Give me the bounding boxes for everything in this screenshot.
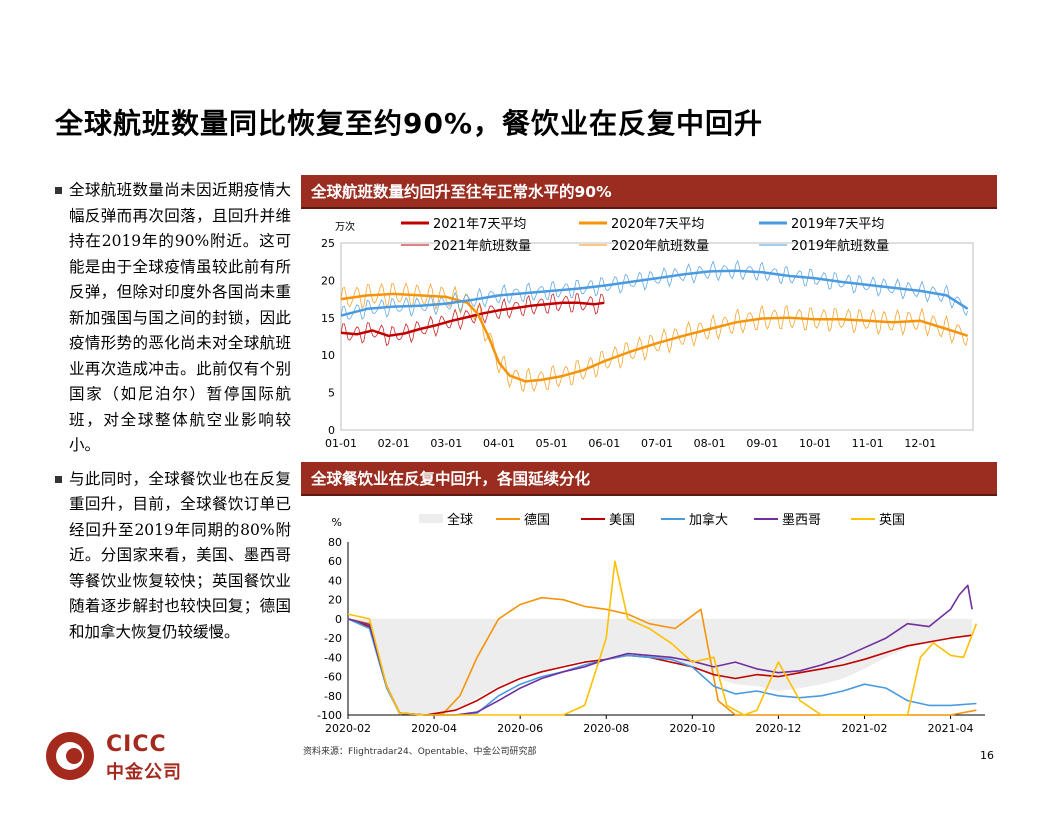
x-tick-label: 12-01 <box>904 437 936 450</box>
legend-label: 2021年航班数量 <box>433 238 531 254</box>
y-axis-unit: % <box>332 516 342 529</box>
legend-label: 英国 <box>879 513 905 528</box>
bullet-text: 与此同时，全球餐饮业也在反复重回升，目前，全球餐饮订单已经回升至2019年同期的… <box>69 469 291 641</box>
legend-label: 加拿大 <box>689 512 728 528</box>
x-tick-label: 2021-02 <box>842 722 888 735</box>
area-global <box>348 618 973 715</box>
y-tick-label: 0 <box>335 613 342 626</box>
daily-line-2 <box>340 259 969 320</box>
y-tick-label: 40 <box>328 574 342 587</box>
x-tick-label: 2020-12 <box>755 722 801 735</box>
plot-frame <box>340 242 974 431</box>
x-tick-label: 2020-08 <box>583 722 629 735</box>
logo-text-en: CICC <box>106 732 167 757</box>
cicc-logo: CICC 中金公司 <box>44 730 204 790</box>
legend-label: 美国 <box>609 513 635 528</box>
restaurants-chart: 80 60 40 20 0 -20 -40 -60 -80 -100% 2020-02 2020-04… <box>317 512 985 735</box>
x-tick-label: 04-01 <box>483 437 515 450</box>
daily-line-1 <box>340 282 969 392</box>
y-axis-unit: 万次 <box>335 220 355 233</box>
y-tick-label: 20 <box>328 594 342 607</box>
x-tick-label: 2020-04 <box>411 722 457 735</box>
page-title: 全球航班数量同比恢复至约90%，餐饮业在反复中回升 <box>55 107 764 140</box>
legend-label: 2020年航班数量 <box>611 238 709 254</box>
x-tick-label: 08-01 <box>694 437 726 450</box>
legend-label: 2021年7天平均 <box>433 217 526 232</box>
legend-label: 墨西哥 <box>782 513 821 528</box>
x-tick-label: 02-01 <box>378 437 410 450</box>
y-tick-label: 5 <box>328 387 335 400</box>
y-tick-label: -40 <box>324 651 342 664</box>
x-tick-label: 2020-02 <box>325 722 371 735</box>
x-tick-label: 11-01 <box>852 437 884 450</box>
chart1-title: 全球航班数量约回升至往年正常水平的90% <box>301 175 997 209</box>
cicc-logo-icon <box>46 732 94 780</box>
bullet-list: 全球航班数量尚未因近期疫情大幅反弹而再次回落，且回升并维持在2019年的90%附… <box>55 178 291 653</box>
chart2-title: 全球餐饮业在反复中回升，各国延续分化 <box>301 462 997 496</box>
legend-label: 2019年7天平均 <box>791 217 884 232</box>
x-tick-label: 2020-06 <box>497 722 543 735</box>
y-tick-label: -20 <box>324 632 342 645</box>
x-tick-label: 05-01 <box>536 437 568 450</box>
x-tick-label: 06-01 <box>588 437 620 450</box>
legend-label: 德国 <box>524 513 550 528</box>
legend-label: 2019年航班数量 <box>791 238 889 254</box>
x-tick-label: 01-01 <box>325 437 357 450</box>
legend-label: 全球 <box>447 512 473 528</box>
series-line-0 <box>340 301 605 338</box>
y-tick-label: 10 <box>321 349 335 362</box>
bullet-item-flights: 全球航班数量尚未因近期疫情大幅反弹而再次回落，且回升并维持在2019年的90%附… <box>55 178 291 459</box>
x-tick-label: 2020-10 <box>669 722 715 735</box>
x-tick-label: 09-01 <box>746 437 778 450</box>
series-line-2 <box>340 269 969 317</box>
logo-text-cn: 中金公司 <box>106 762 182 783</box>
y-tick-label: -100 <box>317 709 342 722</box>
legend-swatch <box>419 514 443 523</box>
source-note: 资料来源：Flightradar24、Opentable、中金公司研究部 <box>303 747 537 757</box>
bullet-text: 全球航班数量尚未因近期疫情大幅反弹而再次回落，且回升并维持在2019年的90%附… <box>69 181 291 454</box>
y-tick-label: -60 <box>324 671 342 684</box>
y-tick-label: -80 <box>324 690 342 703</box>
bullet-square-icon <box>55 187 62 194</box>
bullet-item-restaurants: 与此同时，全球餐饮业也在反复重回升，目前，全球餐饮订单已经回升至2019年同期的… <box>55 467 291 646</box>
x-tick-label: 10-01 <box>799 437 831 450</box>
x-tick-label: 03-01 <box>430 437 462 450</box>
page-number: 16 <box>980 749 994 762</box>
y-tick-label: 80 <box>328 536 342 549</box>
y-tick-label: 25 <box>321 237 335 250</box>
y-tick-label: 15 <box>321 312 335 325</box>
y-tick-label: 0 <box>328 424 335 437</box>
x-tick-label: 07-01 <box>641 437 673 450</box>
y-tick-label: 20 <box>321 274 335 287</box>
x-tick-label: 2021-04 <box>928 722 974 735</box>
bullet-square-icon <box>55 475 62 483</box>
legend-label: 2020年7天平均 <box>611 217 704 232</box>
series-line-2 <box>347 618 973 716</box>
y-tick-label: 60 <box>328 555 342 568</box>
daily-line-0 <box>340 293 605 347</box>
series-line-5 <box>347 560 978 716</box>
